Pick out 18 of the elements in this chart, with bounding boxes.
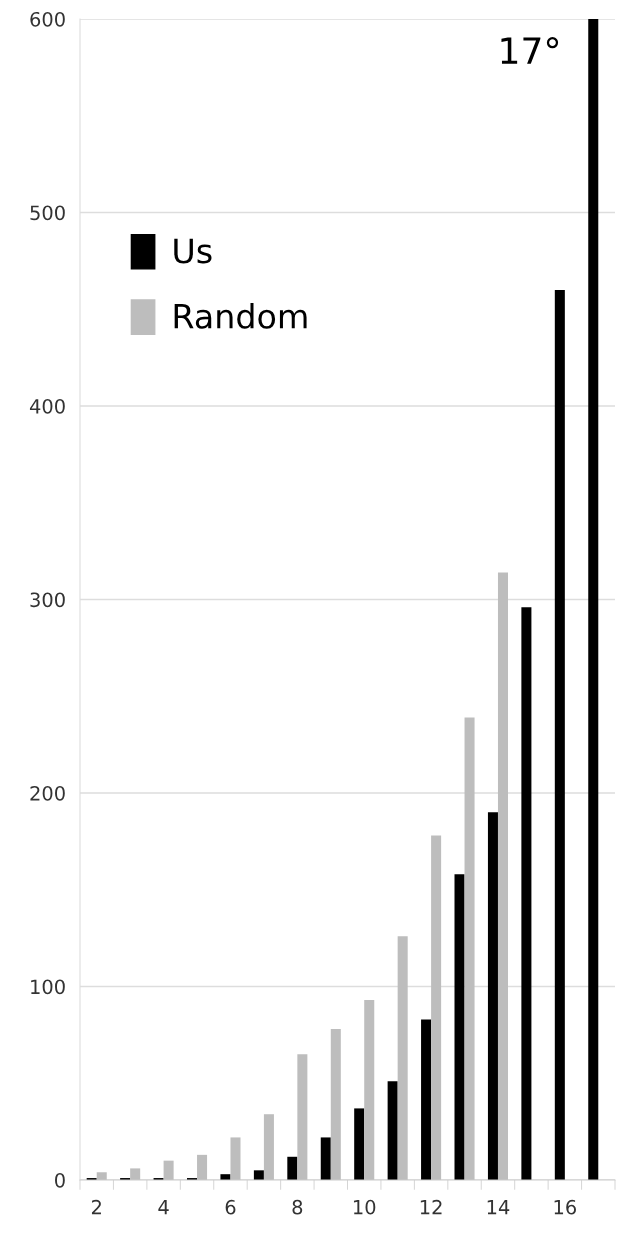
x-tick-label: 14	[487, 1200, 510, 1215]
x-tick-label: 2	[91, 1199, 101, 1215]
legend-label: Us	[174, 238, 212, 264]
y-tick-label: 300	[30, 592, 65, 608]
x-tick-label: 4	[158, 1200, 169, 1215]
y-tick-label: 200	[30, 785, 65, 801]
annotation: 17°	[501, 37, 559, 64]
x-tick-label: 6	[225, 1199, 236, 1215]
y-tick-label: 100	[31, 979, 65, 995]
x-tick-label: 12	[420, 1199, 442, 1215]
legend-label: Random	[174, 303, 307, 329]
y-tick-label: 400	[29, 398, 65, 414]
y-tick-label: 600	[30, 11, 65, 27]
y-tick-label: 0	[55, 1172, 65, 1188]
x-tick-label: 10	[353, 1199, 376, 1215]
y-tick-label: 500	[30, 205, 65, 221]
x-tick-label: 16	[554, 1199, 576, 1215]
x-tick-label: 8	[292, 1199, 303, 1215]
